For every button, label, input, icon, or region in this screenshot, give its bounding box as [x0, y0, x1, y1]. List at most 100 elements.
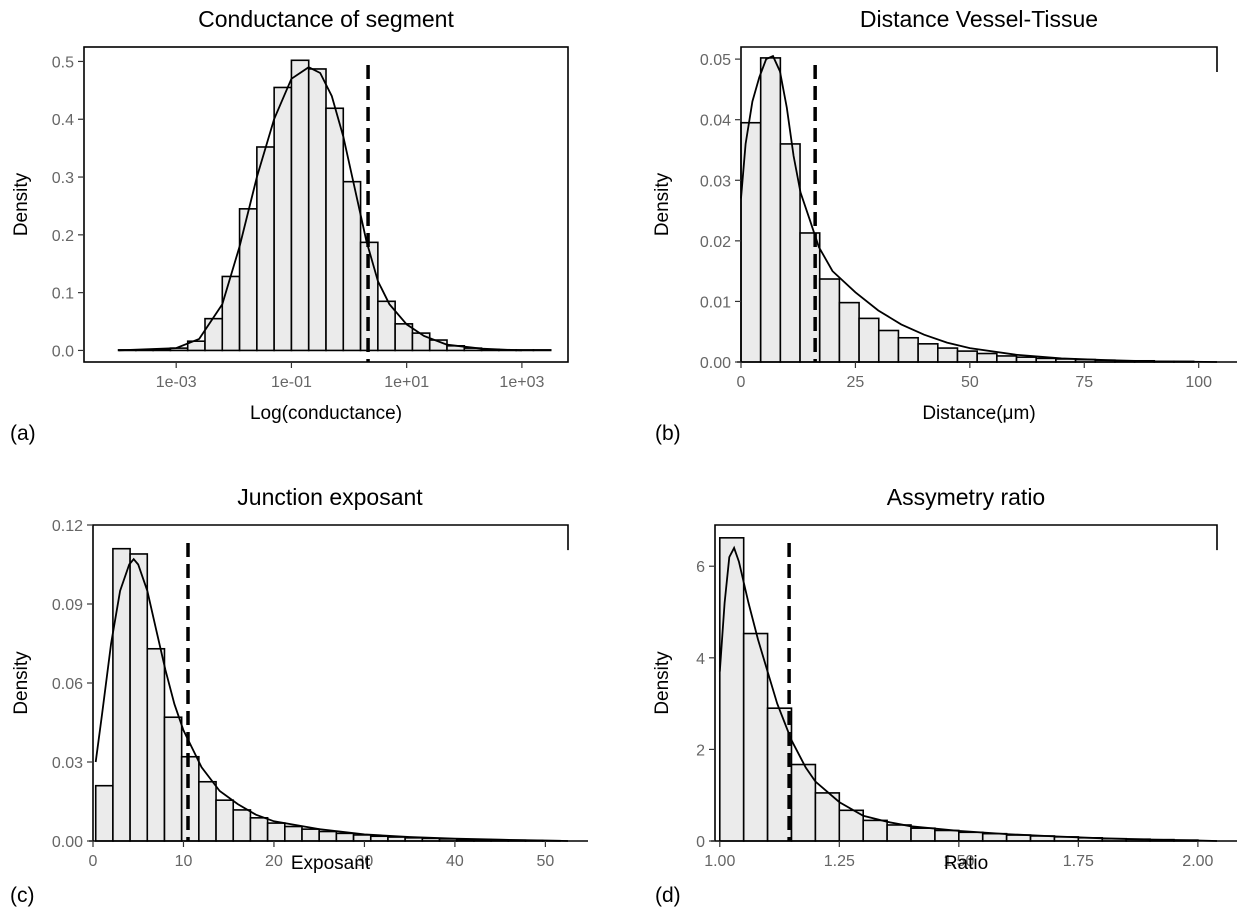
panel-label: (c)	[10, 884, 35, 907]
histogram-bar	[273, 86, 293, 352]
histogram-bar	[532, 349, 552, 352]
histogram-bar	[838, 809, 865, 842]
y-tick-label: 0.00	[52, 834, 83, 851]
density-curve	[118, 66, 522, 352]
density-curve	[740, 54, 1218, 363]
y-tick-label: 0.12	[52, 518, 83, 535]
chart-title: Junction exposant	[237, 484, 423, 510]
panel-label: (d)	[655, 884, 681, 907]
y-tick-label: 0.04	[700, 113, 731, 130]
histogram-bar	[256, 146, 275, 352]
y-tick-label: 6	[696, 559, 705, 576]
x-tick-label: 0	[737, 374, 746, 391]
y-tick-label: 0.00	[700, 355, 731, 372]
histogram-bar	[238, 208, 258, 352]
y-tick-label: 0.02	[700, 234, 731, 251]
x-tick-label: 1.75	[1063, 853, 1094, 870]
histogram-bar	[325, 107, 345, 352]
y-tick-label: 0.5	[52, 54, 74, 71]
histogram-bar	[996, 355, 1018, 363]
x-tick-label: 100	[1185, 374, 1212, 391]
histogram-bar	[981, 832, 1008, 842]
x-tick-label: 50	[536, 853, 554, 870]
histogram-bar	[307, 68, 327, 352]
histogram-bar	[394, 323, 414, 352]
x-axis-label: Ratio	[944, 853, 988, 874]
histogram-bar	[215, 799, 235, 842]
y-tick-label: 0.09	[52, 597, 83, 614]
y-tick-label: 0.1	[52, 286, 74, 303]
histogram-bar	[937, 347, 959, 363]
histogram-bar	[249, 817, 269, 842]
histogram-bar	[718, 537, 745, 842]
chart-title: Conductance of segment	[198, 6, 454, 32]
x-tick-label: 25	[847, 374, 865, 391]
x-tick-label: 1.00	[704, 853, 735, 870]
histogram-bar	[335, 832, 355, 842]
y-tick-label: 0.2	[52, 228, 74, 245]
histogram-bar	[94, 784, 114, 842]
histogram-bar	[318, 830, 338, 842]
panel-a: 0.0 0.1 0.2 0.3 0.4 0.5 1e-03 1e-01 1e+01 1e+03 Co…	[10, 6, 569, 445]
panel-label: (b)	[655, 422, 681, 445]
y-tick-label: 4	[696, 651, 705, 668]
histogram-bar	[198, 780, 217, 842]
x-tick-label: 40	[446, 853, 464, 870]
histogram-bar	[221, 275, 241, 352]
histogram-bar	[352, 834, 372, 842]
histogram-bar	[742, 632, 769, 842]
chart-title: Assymetry ratio	[887, 484, 1045, 510]
x-tick-label: 20	[265, 853, 283, 870]
x-tick-label: 75	[1075, 374, 1093, 391]
histogram-bar	[180, 755, 200, 842]
plot-frame	[714, 524, 1218, 841]
y-tick-label: 0.03	[52, 755, 83, 772]
y-tick-label: 0.06	[52, 676, 83, 693]
x-tick-label: 30	[356, 853, 374, 870]
histogram-bar	[862, 819, 888, 842]
histogram-bar	[290, 59, 310, 352]
density-curve	[94, 557, 569, 842]
histogram-bar	[934, 829, 960, 842]
histogram-bar	[129, 553, 149, 842]
chart-title: Distance Vessel-Tissue	[860, 6, 1098, 32]
x-tick-label: 1e+03	[499, 374, 544, 391]
x-tick-label: 0	[89, 853, 98, 870]
histogram-bar	[858, 317, 880, 363]
y-axis-label: Density	[11, 172, 32, 236]
x-tick-label: 1e-01	[271, 374, 312, 391]
histogram-bar	[163, 716, 183, 842]
panel-d: 0 2 4 6 1.00 1.25 1.50 1.75 2.00 Assymetry ratio R…	[652, 484, 1237, 907]
x-tick-label: 50	[961, 374, 979, 391]
x-tick-label: 1e-03	[156, 374, 197, 391]
histogram-bar	[204, 317, 224, 352]
y-tick-label: 2	[696, 742, 705, 759]
histogram-bar	[976, 352, 998, 363]
histogram-bar	[818, 278, 841, 363]
y-tick-label: 0.05	[700, 52, 731, 69]
y-tick-label: 0.03	[700, 173, 731, 190]
histogram-bar	[958, 831, 984, 842]
y-tick-label: 0.01	[700, 294, 731, 311]
histogram-bar	[910, 827, 936, 842]
histogram-bar	[146, 647, 166, 842]
y-axis-label: Density	[652, 651, 673, 715]
plot-frame	[83, 46, 569, 363]
y-tick-label: 0.4	[52, 112, 74, 129]
x-tick-label: 2.00	[1182, 853, 1213, 870]
histogram-bar	[917, 343, 939, 363]
density-curve	[718, 545, 1218, 842]
y-tick-label: 0.3	[52, 170, 74, 187]
plot-frame	[740, 46, 1218, 362]
histogram-bar	[759, 57, 782, 363]
y-tick-label: 0.0	[52, 343, 74, 360]
histogram-bar	[232, 809, 252, 842]
histogram-bar	[838, 301, 860, 363]
x-axis-label: Distance(μm)	[922, 403, 1035, 424]
x-tick-label: 10	[175, 853, 193, 870]
histogram-bar	[897, 336, 919, 363]
y-axis-label: Density	[652, 172, 673, 236]
panel-label: (a)	[10, 422, 36, 445]
histogram-bar	[877, 329, 900, 363]
